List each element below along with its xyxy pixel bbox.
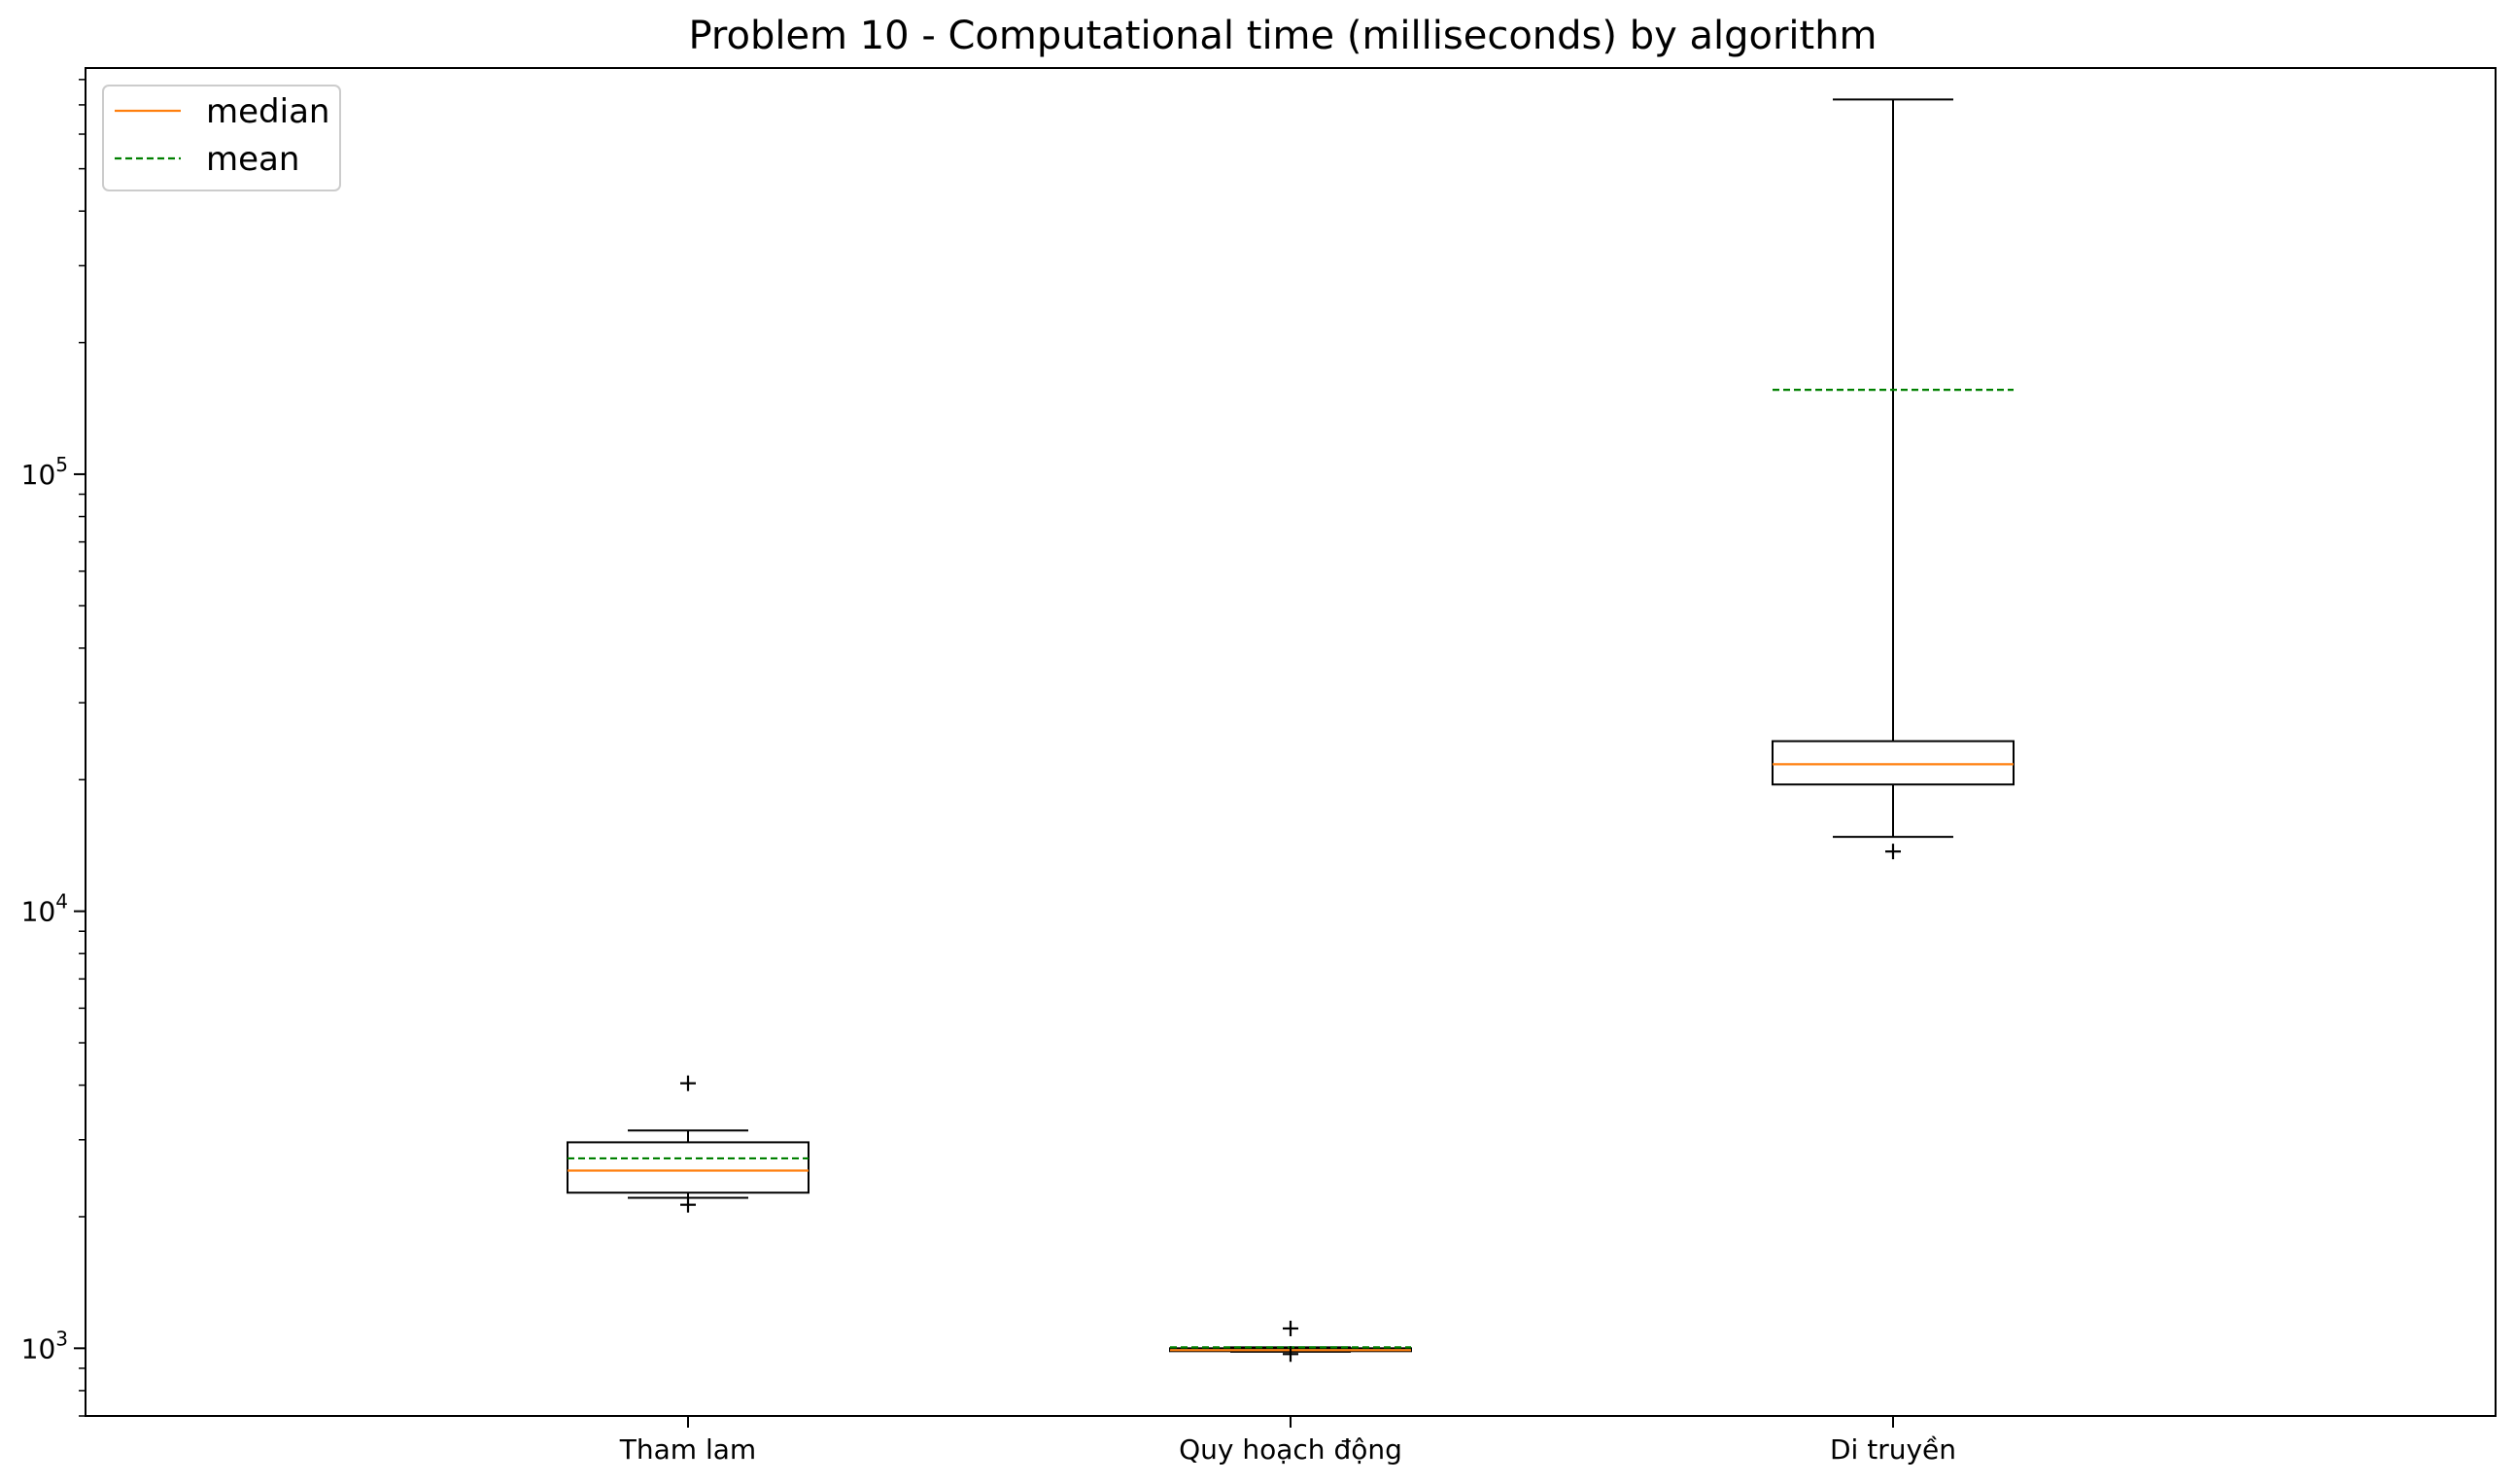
box-2 [1772, 740, 2015, 786]
outlier-2-0 [1885, 844, 1901, 860]
legend: median mean [102, 85, 341, 191]
chart-title: Problem 10 - Computational time (millise… [688, 14, 1877, 58]
y-tick-label-0: 103 [21, 1327, 68, 1364]
legend-median-label: median [206, 92, 329, 131]
plot-area [85, 67, 2497, 1417]
legend-mean-label: mean [206, 140, 299, 179]
y-tick-label-2: 105 [21, 453, 68, 491]
x-tick-label-1: Quy hoạch động [1179, 1433, 1402, 1466]
x-tick-label-0: Tham lam [619, 1433, 756, 1466]
box-0 [567, 1141, 810, 1194]
outlier-0-0 [680, 1196, 696, 1213]
outlier-1-1 [1283, 1320, 1298, 1336]
x-tick-label-2: Di truyền [1830, 1433, 1956, 1466]
chart-marks: 103 104 105 Tham lam Quy hoạch động Di truyền [21, 79, 2015, 1466]
outlier-1-0 [1283, 1346, 1298, 1363]
y-tick-label-1: 104 [21, 890, 68, 928]
outlier-0-1 [680, 1075, 696, 1091]
